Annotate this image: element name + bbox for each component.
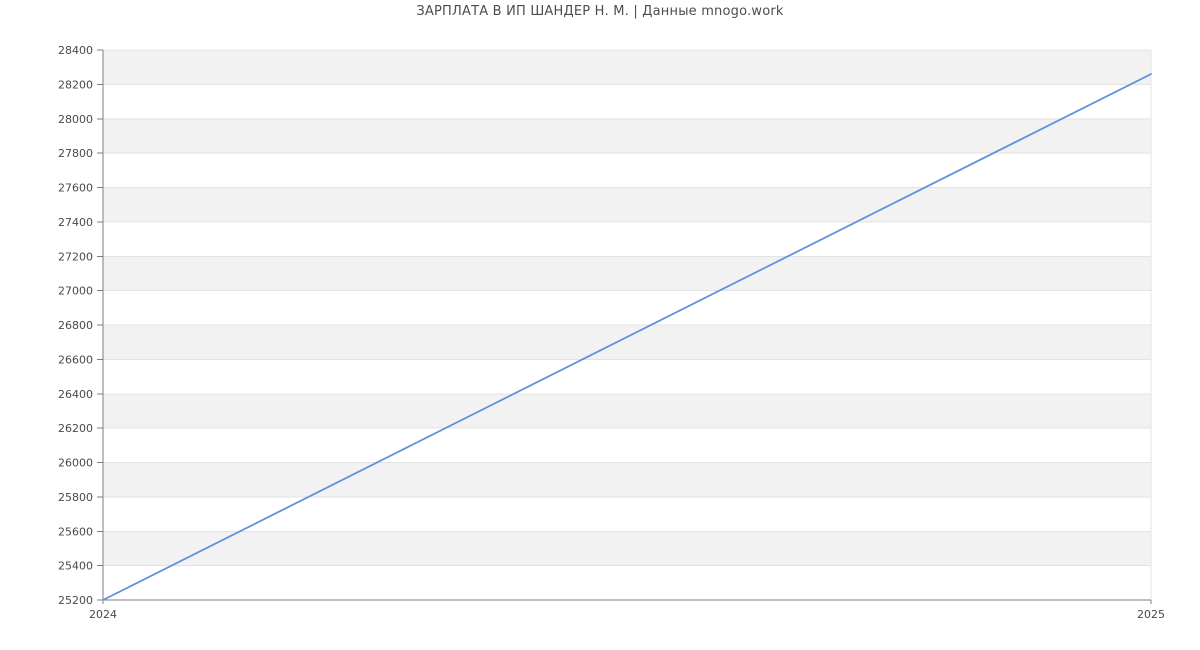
y-tick-label: 27800 (58, 147, 93, 160)
salary-line (102, 73, 1152, 601)
y-tick-label: 27200 (58, 250, 93, 263)
y-tick-label: 25400 (58, 560, 93, 573)
plot-band (103, 531, 1151, 566)
plot-band (103, 496, 1151, 532)
y-tick-label: 28200 (58, 78, 93, 91)
y-tick-label: 26400 (58, 388, 93, 401)
y-tick-label: 25800 (58, 491, 93, 504)
plot-band (103, 153, 1151, 188)
x-tick-label: 2025 (1137, 608, 1165, 621)
y-tick-label: 27600 (58, 182, 93, 195)
y-tick-label: 26000 (58, 457, 93, 470)
plot-band (103, 359, 1151, 394)
plot-band (103, 565, 1151, 600)
y-tick-label: 26200 (58, 422, 93, 435)
plot-band (103, 84, 1151, 119)
y-tick-label: 27000 (58, 285, 93, 298)
x-tick-label: 2024 (89, 608, 117, 621)
plot-band (103, 187, 1151, 222)
y-tick-label: 25200 (58, 594, 93, 607)
plot-band (103, 462, 1151, 497)
plot-band (103, 325, 1151, 360)
y-tick-label: 26800 (58, 319, 93, 332)
plot-band (103, 428, 1151, 463)
y-tick-label: 28000 (58, 113, 93, 126)
plot-band (103, 256, 1151, 291)
plot-band (103, 221, 1151, 257)
plot-band (103, 393, 1151, 429)
y-tick-label: 26600 (58, 353, 93, 366)
y-tick-label: 27400 (58, 216, 93, 229)
plot-band (103, 50, 1151, 85)
plot-band (103, 290, 1151, 325)
chart-title: ЗАРПЛАТА В ИП ШАНДЕР Н. М. | Данные mnog… (416, 4, 784, 19)
y-tick-label: 28400 (58, 44, 93, 57)
y-tick-label: 25600 (58, 525, 93, 538)
plot-band (103, 118, 1151, 154)
